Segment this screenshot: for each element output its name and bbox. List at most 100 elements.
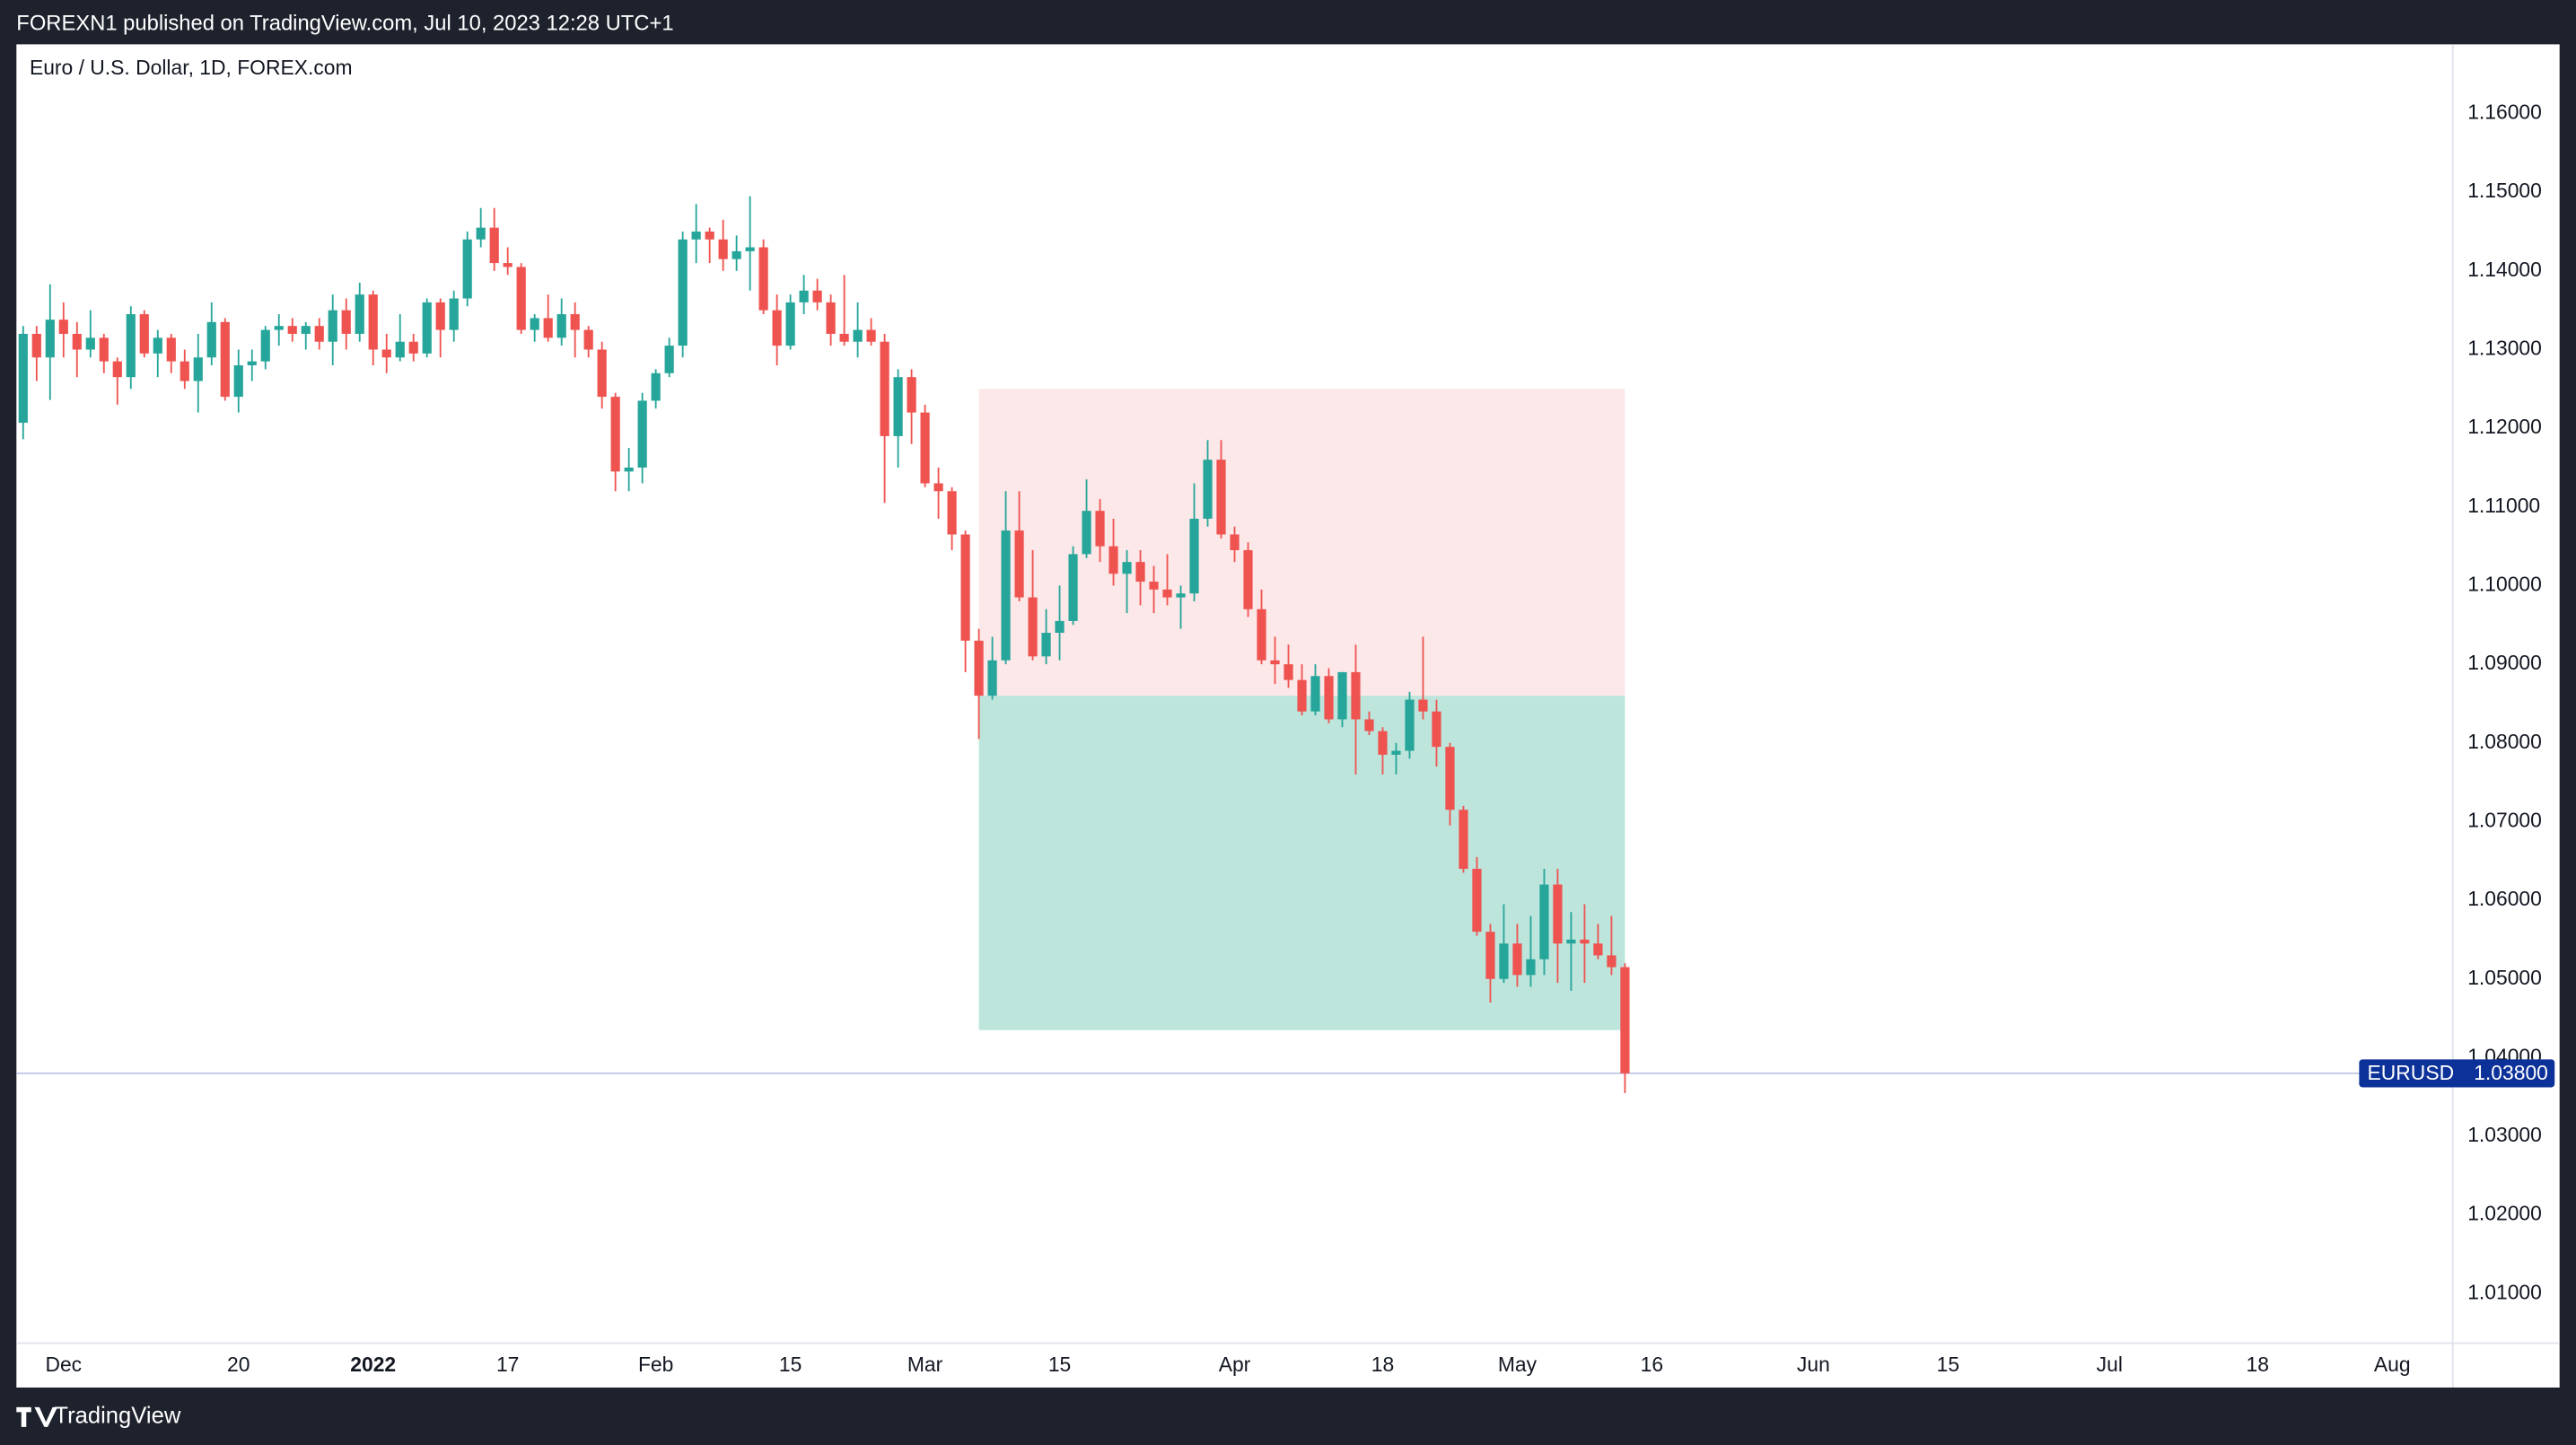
publish-info: FOREXN1 published on TradingView.com, Ju… <box>16 12 673 36</box>
candle-body <box>1135 562 1145 582</box>
candle-body <box>516 267 526 330</box>
y-tick-label: 1.16000 <box>2467 101 2542 124</box>
candle-body <box>543 318 553 338</box>
candle-body <box>624 467 634 472</box>
candle-body <box>866 329 876 342</box>
target-zone <box>978 696 1625 1030</box>
y-tick-label: 1.05000 <box>2467 966 2542 989</box>
x-tick-label: Feb <box>638 1353 673 1376</box>
candle-body <box>664 346 674 373</box>
stop-zone <box>978 389 1625 696</box>
candle-body <box>920 412 930 484</box>
candle-body <box>1230 534 1240 551</box>
candle-body <box>732 250 741 259</box>
candle-body <box>1499 943 1509 979</box>
candle-body <box>355 294 364 334</box>
candle-body <box>328 310 337 342</box>
candle-body <box>274 326 284 330</box>
candle-body <box>1108 546 1118 574</box>
candle-body <box>1445 747 1455 810</box>
candle-body <box>381 349 391 358</box>
x-tick-label: 18 <box>2247 1353 2269 1376</box>
candle-body <box>153 337 162 354</box>
candle-body <box>1162 589 1172 598</box>
candle-body <box>772 310 782 346</box>
candle-body <box>530 318 539 330</box>
candle-body <box>139 314 149 354</box>
y-tick-label: 1.01000 <box>2467 1280 2542 1303</box>
candle-body <box>1284 664 1293 680</box>
candle-body <box>85 337 95 350</box>
x-tick-label: Jul <box>2097 1353 2123 1376</box>
candle-body <box>1001 530 1011 661</box>
y-tick-label: 1.07000 <box>2467 808 2542 831</box>
candle-body <box>1189 518 1199 594</box>
y-tick-label: 1.15000 <box>2467 179 2542 202</box>
candle-body <box>1472 869 1482 933</box>
x-tick-label: 18 <box>1371 1353 1394 1376</box>
x-tick-label: Jun <box>1797 1353 1830 1376</box>
candle-body <box>637 400 647 468</box>
chart-title: Euro / U.S. Dollar, 1D, FOREX.com <box>30 56 353 79</box>
candle-body <box>1176 593 1186 598</box>
x-tick-label: 20 <box>227 1353 250 1376</box>
candle-body <box>1553 884 1563 944</box>
candle-body <box>987 660 997 696</box>
x-tick-label: Mar <box>907 1353 943 1376</box>
candle-body <box>1082 511 1091 555</box>
x-tick-label: 17 <box>496 1353 519 1376</box>
candle-body <box>1405 699 1415 751</box>
candle-body <box>1485 932 1495 979</box>
candle-body <box>745 247 755 251</box>
candle-body <box>220 321 230 398</box>
candle-body <box>1566 939 1576 944</box>
candle-body <box>960 534 970 641</box>
candle-body <box>1324 676 1334 720</box>
candle-body <box>31 333 41 358</box>
candle-body <box>1512 943 1522 976</box>
y-tick-label: 1.09000 <box>2467 651 2542 674</box>
candle-body <box>812 290 822 302</box>
candle-body <box>233 365 243 398</box>
candle-body <box>435 302 445 330</box>
candle-body <box>166 337 176 362</box>
brand-name: TradingView <box>54 1404 180 1429</box>
candle-body <box>301 326 311 334</box>
candle-body <box>1378 731 1388 755</box>
candle-body <box>570 314 580 330</box>
candle-body <box>260 329 270 362</box>
candle-body <box>785 302 795 346</box>
y-tick-label: 1.08000 <box>2467 730 2542 753</box>
logo-icon <box>16 1406 58 1427</box>
candle-body <box>853 329 863 342</box>
y-tick-label: 1.13000 <box>2467 337 2542 360</box>
candle-body <box>556 314 566 338</box>
candle-body <box>368 294 378 350</box>
candle-body <box>193 357 203 381</box>
candle-body <box>449 298 459 330</box>
candle-body <box>1364 719 1374 731</box>
candle-body <box>422 302 432 354</box>
candle-body <box>1310 676 1320 712</box>
last-price-badge <box>2359 1059 2555 1088</box>
x-tick-label: May <box>1498 1353 1538 1376</box>
candle-body <box>974 640 984 696</box>
x-tick-label: 16 <box>1641 1353 1663 1376</box>
y-tick-label: 1.02000 <box>2467 1202 2542 1225</box>
candle-body <box>597 349 607 398</box>
y-tick-label: 1.06000 <box>2467 887 2542 910</box>
candle-body <box>247 361 257 366</box>
candle-body <box>126 314 136 378</box>
candle-body <box>408 341 418 354</box>
candle-body <box>1122 562 1132 574</box>
y-tick-label: 1.14000 <box>2467 258 2542 281</box>
candle-body <box>1055 620 1065 634</box>
candle-body <box>1459 810 1468 870</box>
candle-body <box>1243 550 1253 609</box>
candle-body <box>1203 460 1213 519</box>
candle-body <box>826 302 836 334</box>
candle-body <box>705 232 714 240</box>
candle-body <box>758 247 768 311</box>
candle-body <box>1593 943 1603 956</box>
